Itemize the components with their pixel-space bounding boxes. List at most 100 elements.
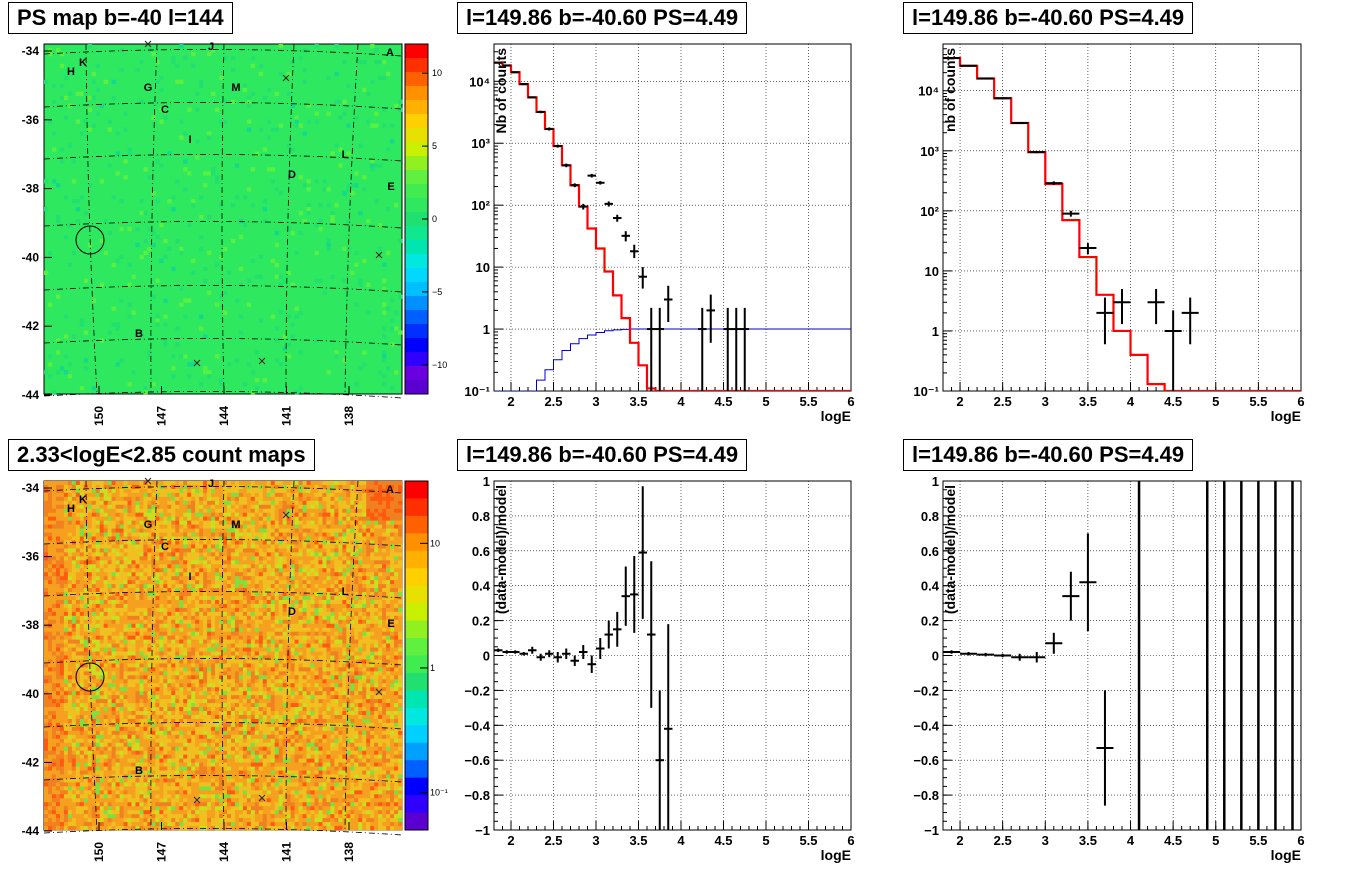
map-pixel — [139, 564, 144, 569]
map-pixel — [131, 639, 136, 644]
map-pixel — [294, 250, 299, 256]
map-pixel — [55, 524, 61, 529]
map-pixel — [67, 516, 73, 521]
map-pixel — [238, 564, 244, 569]
map-pixel — [91, 488, 97, 494]
map-pixel — [374, 484, 379, 490]
map-pixel — [83, 635, 89, 640]
map-pixel — [131, 544, 136, 549]
map-pixel — [382, 262, 387, 268]
cross-marker — [258, 357, 266, 365]
map-pixel — [242, 619, 248, 625]
map-pixel — [211, 599, 216, 605]
map-pixel — [123, 175, 128, 180]
map-pixel — [342, 492, 347, 498]
map-pixel — [362, 484, 367, 490]
map-pixel — [71, 564, 77, 569]
map-pixel — [115, 536, 120, 541]
map-pixel — [179, 596, 184, 601]
map-pixel — [362, 627, 367, 633]
map-pixel — [119, 500, 124, 506]
map-pixel — [151, 639, 156, 644]
map-pixel — [219, 627, 224, 633]
map-pixel — [211, 492, 216, 498]
map-pixel — [266, 596, 272, 601]
map-pixel — [298, 175, 303, 180]
map-pixel — [163, 115, 168, 120]
map-pixel — [195, 588, 200, 593]
map-pixel — [262, 603, 268, 609]
y-tick-label: -42 — [22, 319, 40, 333]
map-pixel — [338, 588, 343, 593]
map-pixel — [163, 496, 168, 502]
map-pixel — [63, 568, 69, 573]
map-pixel — [262, 496, 268, 502]
map-pixel — [366, 520, 371, 525]
map-pixel — [238, 615, 244, 621]
map-pixel — [183, 131, 188, 136]
map-pixel — [183, 516, 188, 521]
map-pixel — [358, 627, 363, 633]
map-pixel — [394, 623, 399, 629]
map-pixel — [378, 500, 383, 506]
map-pixel — [183, 615, 188, 621]
map-pixel — [139, 548, 144, 553]
map-pixel — [378, 524, 383, 529]
map-pixel — [354, 596, 359, 601]
map-pixel — [282, 488, 287, 494]
map-pixel — [234, 603, 240, 609]
map-pixel — [230, 584, 236, 589]
map-pixel — [390, 504, 395, 510]
map-pixel — [183, 548, 188, 553]
map-pixel — [219, 500, 224, 506]
map-pixel — [338, 504, 343, 510]
map-pixel — [123, 481, 128, 486]
source-marker-label: E — [387, 181, 394, 193]
map-pixel — [262, 643, 268, 648]
map-pixel — [119, 254, 124, 260]
map-pixel — [143, 643, 148, 648]
map-pixel — [342, 603, 347, 609]
map-pixel — [262, 564, 268, 569]
map-pixel — [314, 603, 319, 609]
map-pixel — [226, 611, 232, 617]
map-pixel — [302, 488, 307, 494]
map-pixel — [262, 378, 268, 383]
map-pixel — [111, 584, 116, 589]
map-pixel — [163, 524, 168, 529]
map-pixel — [179, 516, 184, 521]
map-pixel — [63, 627, 69, 633]
map-pixel — [175, 631, 180, 636]
map-pixel — [350, 623, 355, 629]
map-pixel — [75, 532, 81, 537]
map-pixel — [215, 302, 220, 307]
map-pixel — [390, 568, 395, 573]
map-pixel — [230, 512, 236, 517]
map-pixel — [298, 596, 303, 601]
map-pixel — [203, 619, 208, 625]
map-pixel — [378, 564, 383, 569]
map-pixel — [159, 544, 164, 549]
map-pixel — [230, 520, 236, 525]
map-pixel — [44, 500, 49, 506]
map-pixel — [203, 631, 208, 636]
map-pixel — [270, 488, 276, 494]
map-pixel — [167, 488, 172, 494]
map-pixel — [167, 615, 172, 621]
map-pixel — [258, 635, 264, 640]
map-pixel — [87, 564, 93, 569]
map-pixel — [47, 492, 53, 498]
map-pixel — [223, 643, 228, 648]
map-pixel — [131, 540, 136, 545]
map-pixel — [286, 536, 291, 541]
map-pixel — [382, 548, 387, 553]
map-pixel — [298, 611, 303, 617]
map-pixel — [290, 484, 295, 490]
map-pixel — [234, 639, 240, 644]
map-pixel — [330, 488, 335, 494]
map-pixel — [346, 596, 351, 601]
map-pixel — [131, 504, 136, 510]
map-pixel — [135, 607, 140, 613]
map-pixel — [139, 552, 144, 557]
map-pixel — [115, 492, 120, 498]
